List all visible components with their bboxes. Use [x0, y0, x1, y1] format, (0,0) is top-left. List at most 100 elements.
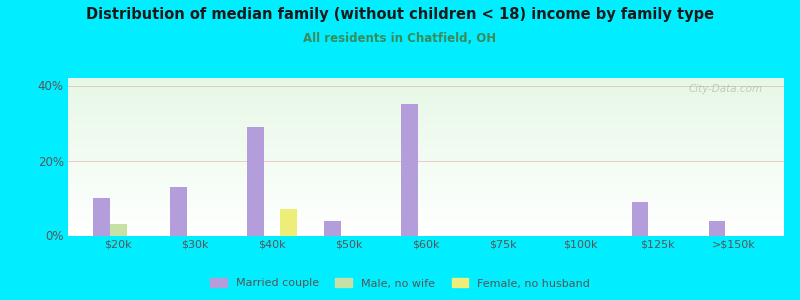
Bar: [68, 223, 784, 224]
Bar: [68, 225, 784, 226]
Bar: [68, 219, 784, 220]
Bar: [68, 211, 784, 212]
Bar: [68, 120, 784, 121]
Bar: [68, 160, 784, 161]
Bar: [68, 148, 784, 149]
Bar: [68, 155, 784, 156]
Bar: [68, 202, 784, 203]
Bar: [68, 171, 784, 172]
Bar: [68, 193, 784, 194]
Bar: [68, 190, 784, 191]
Bar: [68, 233, 784, 234]
Bar: [68, 79, 784, 80]
Legend: Married couple, Male, no wife, Female, no husband: Married couple, Male, no wife, Female, n…: [206, 274, 594, 293]
Bar: [68, 227, 784, 228]
Bar: [68, 121, 784, 122]
Bar: [68, 108, 784, 109]
Bar: [68, 230, 784, 231]
Bar: [68, 195, 784, 196]
Bar: [68, 107, 784, 108]
Bar: [401, 104, 418, 236]
Bar: [68, 201, 784, 202]
Bar: [68, 158, 784, 159]
Bar: [68, 151, 784, 152]
Bar: [68, 184, 784, 185]
Bar: [68, 143, 784, 144]
Bar: [68, 142, 784, 143]
Bar: [631, 202, 649, 236]
Bar: [68, 124, 784, 125]
Bar: [68, 80, 784, 81]
Bar: [68, 81, 784, 82]
Bar: [68, 214, 784, 215]
Bar: [68, 125, 784, 126]
Bar: [68, 96, 784, 97]
Bar: [68, 182, 784, 183]
Bar: [68, 181, 784, 182]
Bar: [68, 186, 784, 187]
Bar: [68, 131, 784, 132]
Bar: [68, 109, 784, 110]
Bar: [68, 129, 784, 130]
Text: City-Data.com: City-Data.com: [688, 84, 762, 94]
Bar: [68, 105, 784, 106]
Bar: [68, 231, 784, 232]
Bar: [68, 135, 784, 136]
Bar: [68, 130, 784, 131]
Bar: [709, 220, 726, 236]
Bar: [68, 235, 784, 236]
Bar: [68, 153, 784, 154]
Bar: [68, 218, 784, 219]
Bar: [68, 221, 784, 222]
Bar: [68, 212, 784, 213]
Bar: [324, 220, 341, 236]
Bar: [68, 111, 784, 112]
Bar: [68, 215, 784, 216]
Bar: [68, 93, 784, 94]
Bar: [68, 170, 784, 171]
Bar: [68, 202, 784, 203]
Bar: [68, 88, 784, 89]
Bar: [68, 149, 784, 150]
Bar: [68, 91, 784, 92]
Bar: [68, 118, 784, 119]
Bar: [246, 127, 263, 236]
Bar: [68, 162, 784, 163]
Bar: [68, 172, 784, 173]
Bar: [68, 134, 784, 135]
Bar: [68, 119, 784, 120]
Bar: [68, 146, 784, 147]
Bar: [68, 189, 784, 190]
Bar: [68, 94, 784, 95]
Bar: [68, 128, 784, 129]
Bar: [68, 197, 784, 198]
Bar: [68, 139, 784, 140]
Bar: [68, 114, 784, 115]
Bar: [68, 106, 784, 107]
Bar: [68, 123, 784, 124]
Bar: [68, 179, 784, 180]
Bar: [68, 136, 784, 137]
Bar: [68, 199, 784, 200]
Bar: [68, 183, 784, 184]
Bar: [68, 116, 784, 117]
Bar: [68, 188, 784, 189]
Bar: [68, 140, 784, 141]
Bar: [68, 99, 784, 100]
Bar: [68, 206, 784, 207]
Bar: [68, 178, 784, 179]
Bar: [68, 213, 784, 214]
Bar: [68, 102, 784, 103]
Bar: [68, 196, 784, 197]
Bar: [68, 192, 784, 193]
Bar: [68, 185, 784, 186]
Bar: [68, 157, 784, 158]
Bar: [68, 226, 784, 227]
Bar: [68, 90, 784, 91]
Bar: [68, 207, 784, 208]
Bar: [68, 84, 784, 85]
Bar: [68, 161, 784, 162]
Bar: [68, 168, 784, 169]
Text: All residents in Chatfield, OH: All residents in Chatfield, OH: [303, 32, 497, 44]
Bar: [68, 220, 784, 221]
